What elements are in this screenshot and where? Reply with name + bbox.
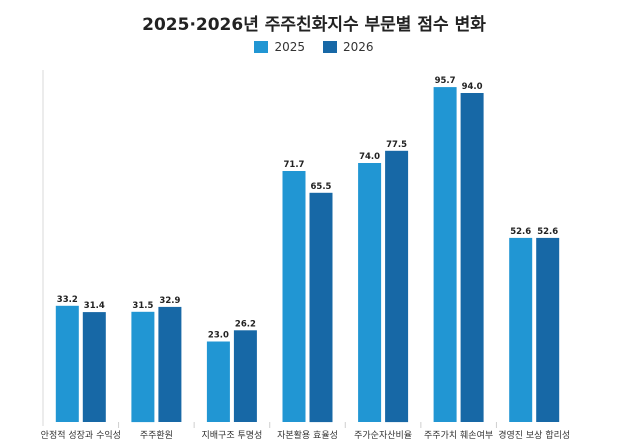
bar-2025-4 [358, 163, 382, 422]
legend-swatch-2026 [323, 41, 337, 53]
bar-2026-2 [233, 330, 257, 422]
bar-2025-5 [433, 87, 457, 422]
category-label-0: 안정적 성장과 수익성 [41, 429, 121, 439]
bar-2026-0 [82, 312, 106, 422]
value-label-2026-2: 26.2 [235, 319, 256, 329]
bar-2025-1 [131, 311, 155, 423]
value-label-2026-5: 94.0 [462, 82, 483, 92]
value-label-2026-6: 52.6 [537, 227, 558, 237]
value-label-2025-2: 23.0 [208, 331, 229, 341]
bar-2025-0 [55, 305, 79, 422]
bar-2026-6 [536, 237, 560, 422]
bar-2026-5 [460, 93, 484, 422]
value-label-2025-5: 95.7 [435, 76, 456, 86]
category-label-2: 지배구조 투명성 [201, 430, 262, 439]
category-label-1: 주주환원 [140, 429, 173, 439]
chart-title: 2025·2026년 주주친화지수 부문별 점수 변화 [142, 15, 486, 35]
legend-label-2026: 2026 [343, 40, 374, 54]
bar-2026-4 [385, 150, 409, 423]
bar-2026-3 [309, 192, 333, 423]
value-label-2025-0: 33.2 [57, 295, 78, 305]
value-label-2026-1: 32.9 [159, 296, 180, 306]
value-label-2026-3: 65.5 [311, 182, 332, 192]
legend-swatch-2025 [254, 41, 269, 53]
value-label-2025-4: 74.0 [359, 152, 380, 162]
category-label-6: 경영진 보상 합리성 [498, 429, 570, 439]
legend-item-2025: 2025 [254, 40, 305, 54]
bar-2025-6 [509, 237, 533, 422]
value-label-2026-0: 31.4 [84, 301, 105, 311]
bar-2026-1 [158, 306, 182, 422]
bar-2025-3 [282, 171, 306, 422]
value-label-2025-1: 31.5 [132, 301, 153, 311]
category-label-3: 자본활용 효율성 [277, 429, 338, 439]
bar-2025-2 [206, 341, 230, 422]
category-label-5: 주주가치 훼손여부 [424, 429, 493, 439]
value-label-2026-4: 77.5 [386, 140, 407, 150]
chart-legend: 2025 2026 [0, 40, 628, 54]
value-label-2025-3: 71.7 [284, 160, 305, 170]
category-label-4: 주가순자산비율 [354, 430, 412, 439]
value-label-2025-6: 52.6 [510, 227, 531, 237]
legend-item-2026: 2026 [323, 40, 374, 54]
legend-label-2025: 2025 [274, 40, 305, 54]
